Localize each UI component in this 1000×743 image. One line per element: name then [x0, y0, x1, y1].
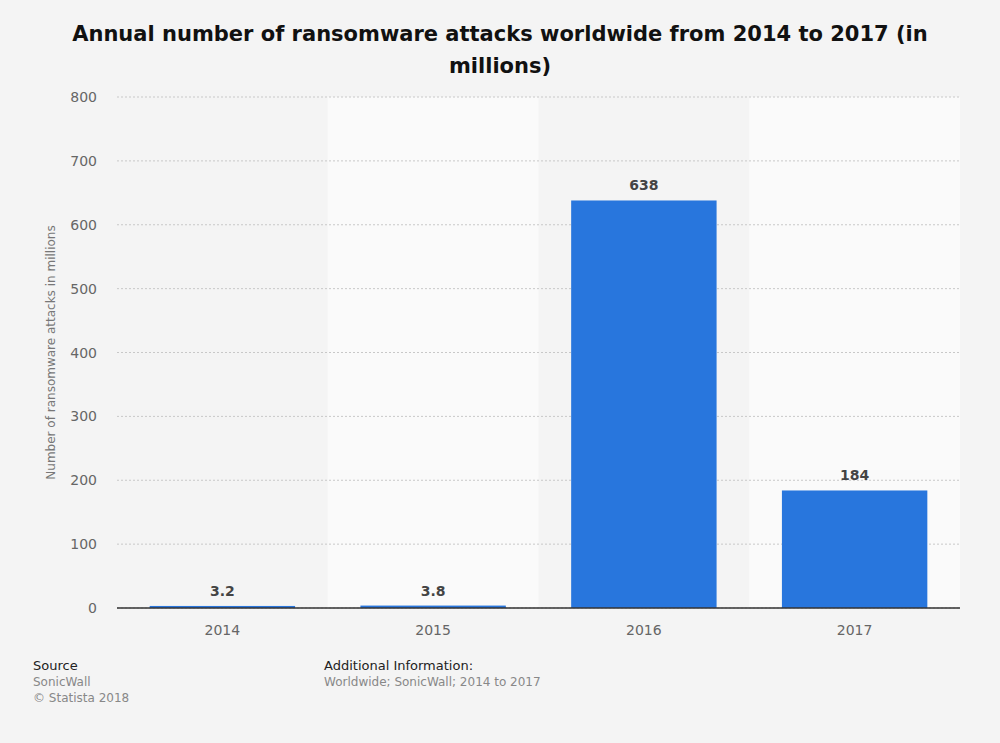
- bars: [150, 200, 928, 608]
- y-tick-label: 800: [70, 89, 97, 105]
- x-axis-line: [117, 607, 960, 609]
- grid-line: [117, 480, 960, 481]
- data-label: 3.2: [210, 583, 235, 599]
- annotation: Additional Information:: [324, 658, 473, 673]
- chart: 0 100 200 300 400 500 600 700 800 Number of ranso…: [0, 0, 1000, 743]
- y-tick-label: 400: [70, 345, 97, 361]
- y-axis-label: Number of ransomware attacks in millions: [44, 225, 58, 479]
- grid-line: [117, 97, 960, 98]
- grid-line: [117, 608, 960, 609]
- grid-line: [117, 160, 960, 161]
- x-tick-label: 2016: [626, 622, 662, 638]
- data-label: 638: [629, 177, 658, 193]
- grid-line: [117, 224, 960, 225]
- bar: [782, 490, 927, 608]
- data-label: 184: [840, 467, 869, 483]
- grid-line: [117, 416, 960, 417]
- grid-line: [117, 352, 960, 353]
- y-tick-label: 100: [70, 536, 97, 552]
- y-tick-label: 0: [88, 600, 97, 616]
- annotation: SonicWall: [33, 675, 91, 689]
- x-tick-label: 2015: [415, 622, 451, 638]
- title: Annual number of ransomware attacks worl…: [55, 18, 945, 82]
- annotation: Source: [33, 658, 78, 673]
- x-tick-label: 2017: [837, 622, 873, 638]
- y-tick-label: 500: [70, 281, 97, 297]
- y-tick-label: 300: [70, 408, 97, 424]
- data-label: 3.8: [421, 583, 446, 599]
- annotation: © Statista 2018: [33, 691, 129, 705]
- y-tick-label: 600: [70, 217, 97, 233]
- x-tick-label: 2014: [205, 622, 241, 638]
- bar: [571, 200, 716, 608]
- annotation: Worldwide; SonicWall; 2014 to 2017: [324, 675, 541, 689]
- y-tick-label: 700: [70, 153, 97, 169]
- y-tick-label: 200: [70, 472, 97, 488]
- grid-line: [117, 288, 960, 289]
